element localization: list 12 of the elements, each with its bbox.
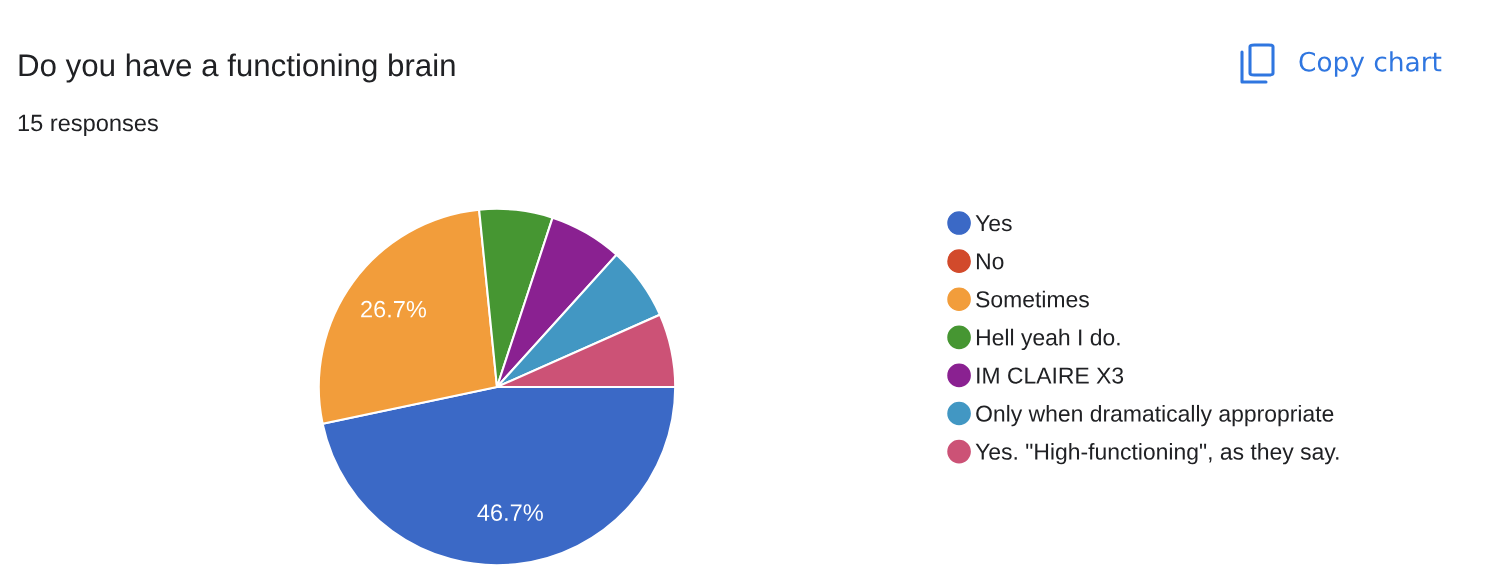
legend-label: Hell yeah I do. (976, 328, 1120, 351)
legend-label: Only when dramatically appropriate (976, 404, 1334, 427)
text: Copy chart (1299, 51, 1442, 77)
legend-label: Sometimes (976, 290, 1089, 308)
text: 15 responses (18, 114, 158, 137)
data-label: 46.7% (477, 504, 543, 521)
legend-label: IM CLAIRE X3 (977, 367, 1124, 384)
legend-label: Yes. "High-functioning", as they say. (975, 443, 1339, 465)
legend-label: No (976, 253, 1004, 270)
legend-label: Yes (975, 215, 1012, 232)
data-label: 26.7% (361, 300, 427, 318)
chart-title: Do you have a functioning brain (19, 53, 455, 83)
